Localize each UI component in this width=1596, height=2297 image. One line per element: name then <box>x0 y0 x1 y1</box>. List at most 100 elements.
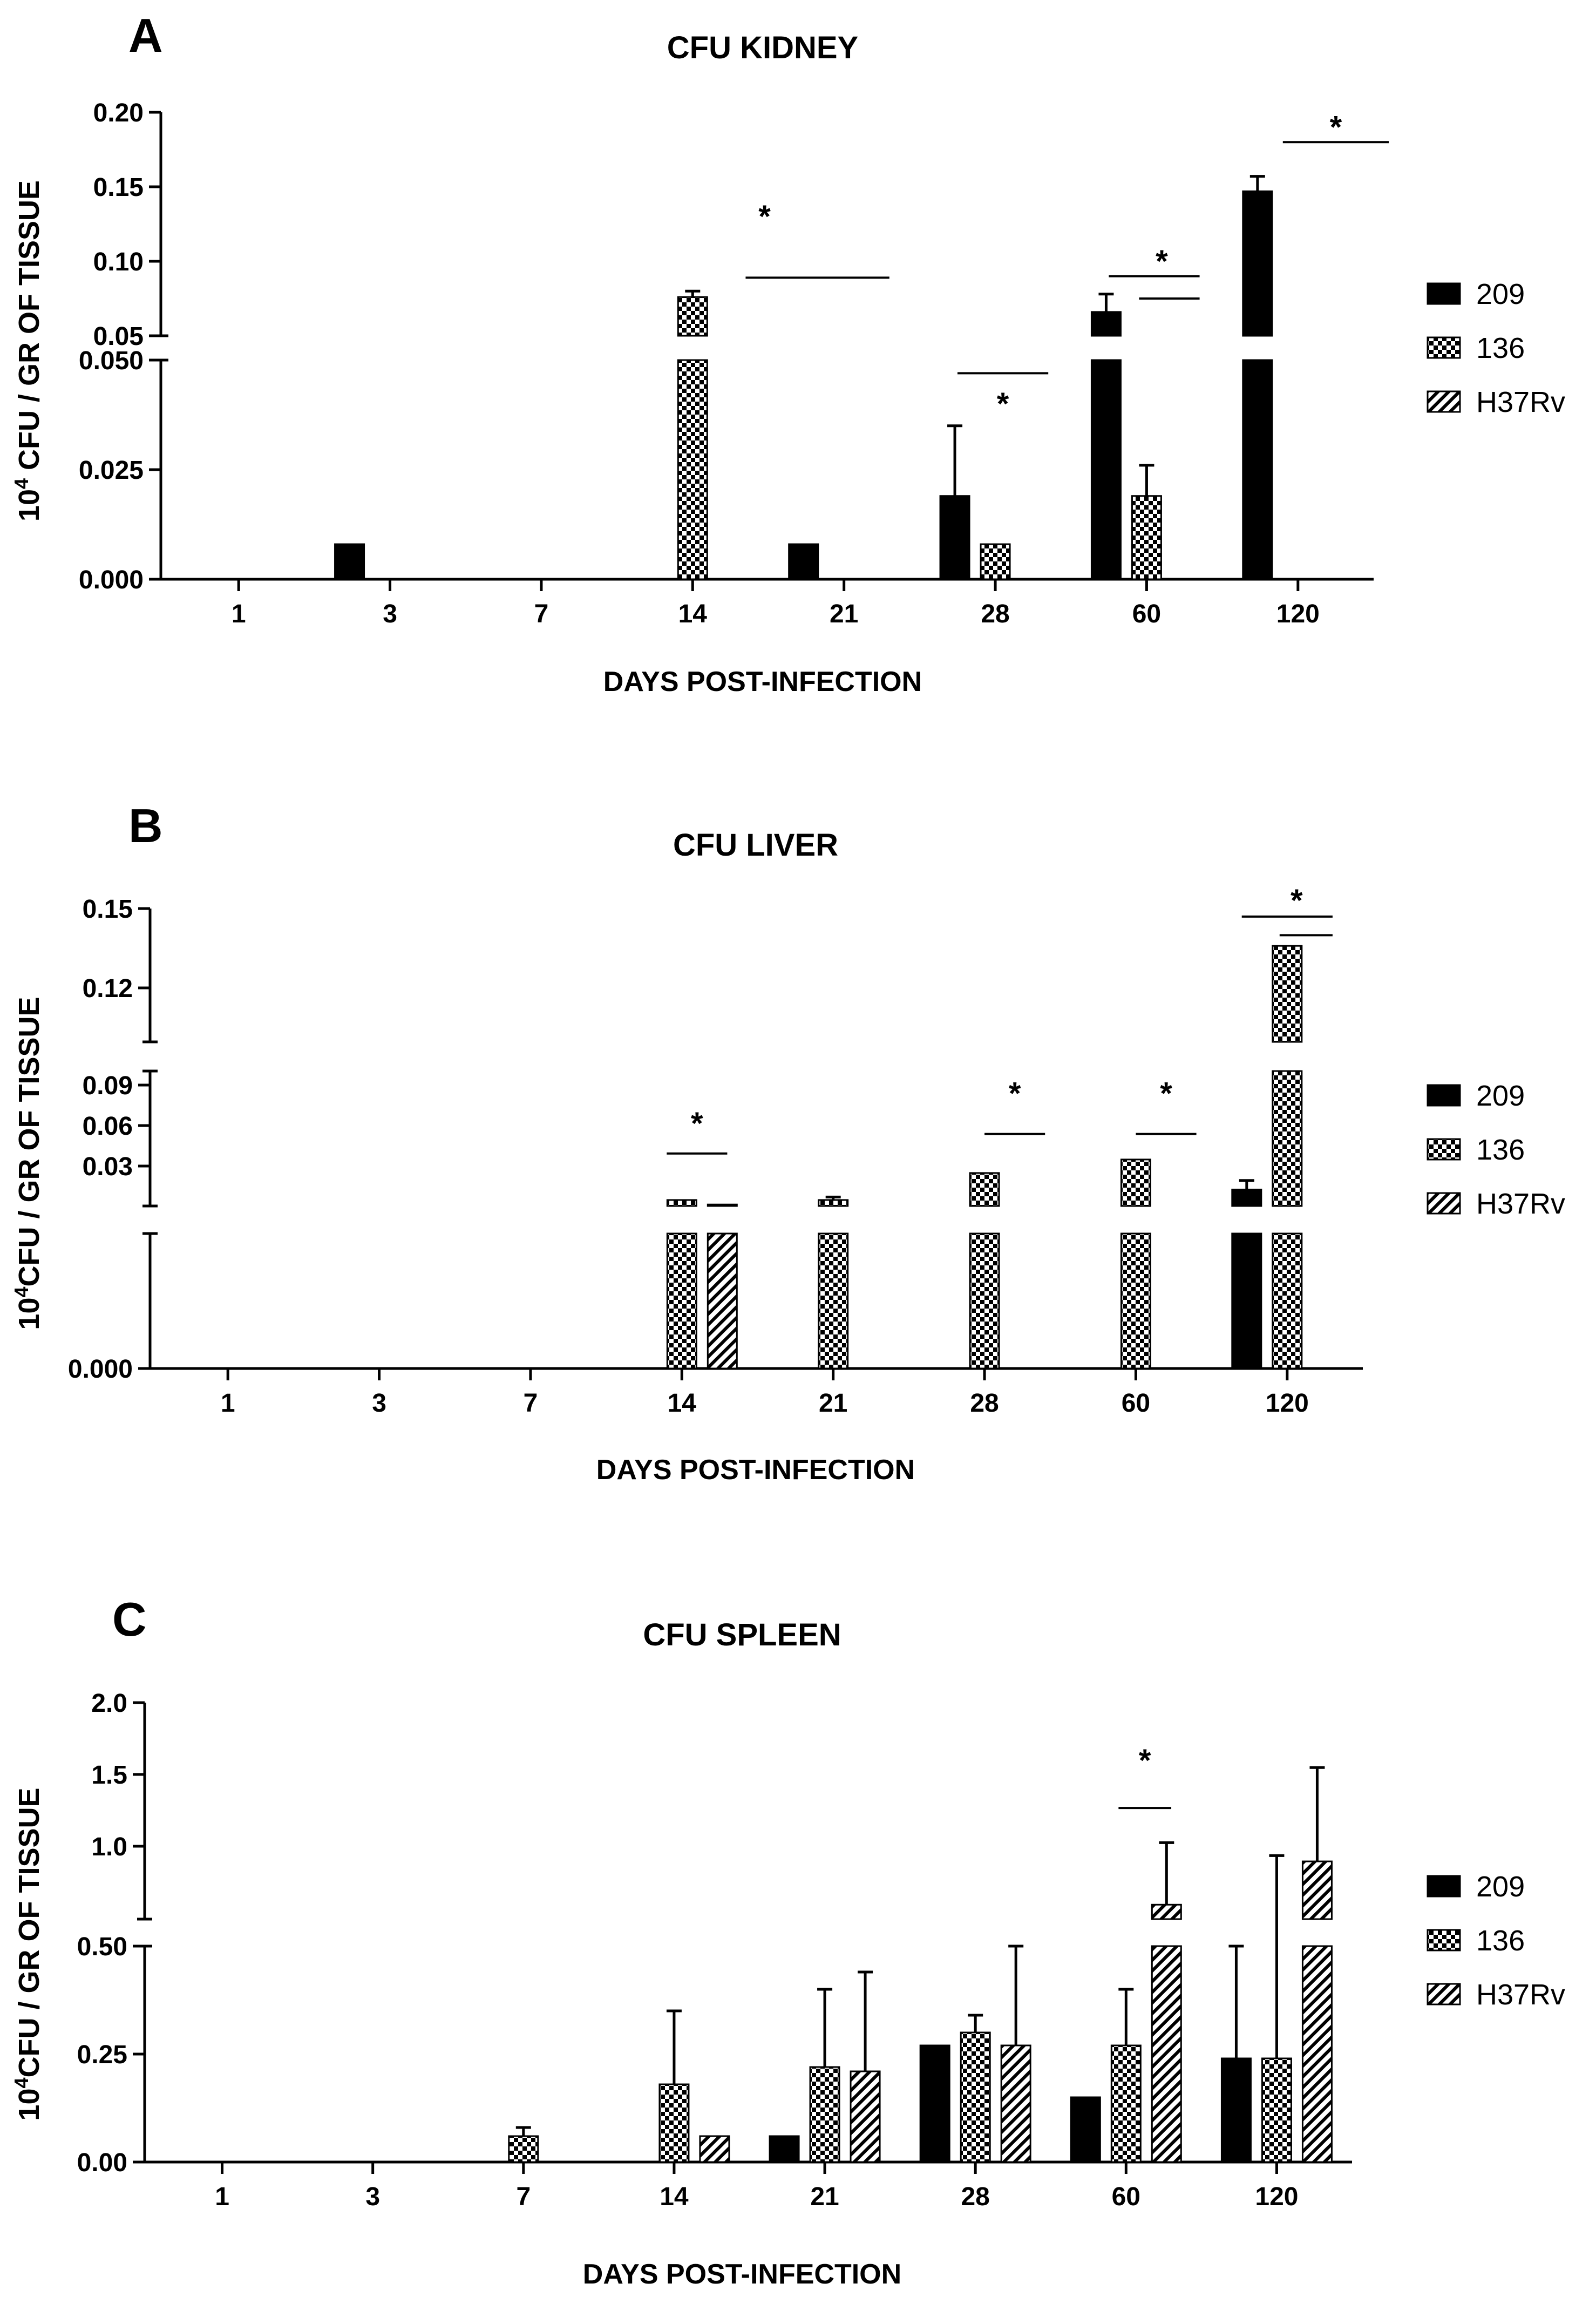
x-tick-label: 3 <box>383 600 397 628</box>
bar-136-day-120 <box>1261 2057 1292 2163</box>
bar-209-day-60 <box>1090 311 1122 337</box>
panel-a-letter: A <box>128 9 163 62</box>
bar-136-day-21 <box>818 1199 849 1207</box>
significance-star: * <box>1009 1076 1021 1112</box>
x-tick-label: 14 <box>660 2183 689 2211</box>
panel-b-plot: 0.000 0.03 0.06 0.09 0.12 0.15 1 3 7 14 21 28 60 120 *… <box>68 883 1363 1418</box>
legend-label-209: 209 <box>1476 1080 1525 1112</box>
bar-136-day-60 <box>1131 495 1162 580</box>
bar-209-day-28 <box>919 2044 950 2163</box>
y-tick-label: 0.000 <box>68 1355 133 1384</box>
bar-H37Rv-day-60 <box>1151 1903 1182 1920</box>
x-tick-label: 7 <box>524 1389 538 1418</box>
legend-swatch-h37rv <box>1427 1192 1461 1215</box>
panel-c-plot: 0.00 0.25 0.50 1.0 1.5 2.0 1 3 7 14 21 28 60 120 * <box>77 1689 1352 2211</box>
x-tick-label: 7 <box>534 600 549 628</box>
y-tick-label: 0.025 <box>79 456 144 485</box>
legend-swatch-h37rv <box>1427 390 1461 413</box>
bar-209-day-120 <box>1242 190 1273 337</box>
panel-c-title: CFU SPLEEN <box>643 1617 841 1652</box>
y-tick-label: 1.5 <box>91 1761 127 1790</box>
panel-b-title: CFU LIVER <box>673 828 838 863</box>
bar-136-day-14 <box>677 359 708 580</box>
x-tick-label: 14 <box>668 1389 697 1418</box>
x-tick-label: 7 <box>516 2183 531 2211</box>
y-tick-label: 0.06 <box>83 1112 133 1141</box>
bar-H37Rv-day-60 <box>1151 1945 1182 2163</box>
legend-label-h37rv: H37Rv <box>1476 1978 1565 2011</box>
significance-star: * <box>1156 244 1168 279</box>
x-tick-label: 28 <box>970 1389 999 1418</box>
y-tick-label: 0.10 <box>93 248 144 276</box>
bar-136-day-14 <box>658 2083 690 2163</box>
x-tick-label: 28 <box>961 2183 989 2211</box>
legend-swatch-136 <box>1427 1138 1461 1161</box>
panel-c-x-axis-label: DAYS POST-INFECTION <box>583 2259 901 2290</box>
bar-H37Rv-day-28 <box>1000 2044 1031 2163</box>
panel-a: A CFU KIDNEY 104 CFU / GR OF TISSUE DAYS… <box>10 9 1565 697</box>
legend-label-h37rv: H37Rv <box>1476 386 1565 418</box>
x-tick-label: 60 <box>1112 2183 1140 2211</box>
legend-swatch-136 <box>1427 1929 1461 1952</box>
bar-H37Rv-day-14 <box>707 1203 738 1207</box>
bar-136-day-14 <box>666 1232 697 1370</box>
y-tick-label: 2.0 <box>91 1689 127 1718</box>
bar-136-day-21 <box>818 1232 849 1370</box>
significance-star: * <box>997 387 1009 422</box>
legend-label-209: 209 <box>1476 1871 1525 1903</box>
bar-136-day-60 <box>1110 2044 1142 2163</box>
y-tick-label: 0.050 <box>79 347 144 375</box>
significance-star: * <box>1330 110 1342 145</box>
bar-H37Rv-day-120 <box>1301 1860 1333 1920</box>
y-tick-label: 0.000 <box>79 566 144 594</box>
bar-209-day-120 <box>1242 359 1273 580</box>
y-tick-label: 0.15 <box>93 173 144 202</box>
bar-136-day-7 <box>508 2135 539 2163</box>
panel-a-y-axis-label: 104 CFU / GR OF TISSUE <box>10 180 45 521</box>
x-tick-label: 120 <box>1276 600 1320 628</box>
bar-209-day-120 <box>1231 1188 1262 1207</box>
bar-209-day-60 <box>1070 2096 1101 2163</box>
bar-H37Rv-day-120 <box>1301 1945 1333 2163</box>
panel-b-letter: B <box>128 799 163 852</box>
y-tick-label: 0.25 <box>77 2041 127 2069</box>
bar-136-day-14 <box>666 1199 697 1207</box>
panel-c: C CFU SPLEEN 104CFU / GR OF TISSUE DAYS … <box>10 1593 1565 2290</box>
y-tick-label: 0.05 <box>93 322 144 351</box>
x-tick-label: 14 <box>678 600 708 628</box>
y-tick-label: 0.03 <box>83 1153 133 1181</box>
bar-136-day-21 <box>809 2066 840 2163</box>
bar-209-day-120 <box>1220 2057 1252 2163</box>
x-tick-label: 1 <box>232 600 246 628</box>
x-tick-label: 21 <box>830 600 858 628</box>
bar-136-day-14 <box>677 296 708 337</box>
y-tick-label: 0.20 <box>93 99 144 127</box>
bar-H37Rv-day-21 <box>850 2070 881 2163</box>
panel-c-letter: C <box>112 1593 147 1646</box>
legend-label-136: 136 <box>1476 1134 1525 1166</box>
significance-star: * <box>1160 1076 1172 1112</box>
x-tick-label: 3 <box>365 2183 380 2211</box>
legend-label-136: 136 <box>1476 1925 1525 1957</box>
bar-136-day-28 <box>969 1232 1000 1370</box>
panel-b-legend: 209 136 H37Rv <box>1427 1080 1565 1220</box>
x-tick-label: 120 <box>1266 1389 1309 1418</box>
panel-b: B CFU LIVER 104CFU / GR OF TISSUE DAYS P… <box>10 799 1565 1486</box>
legend-swatch-209 <box>1427 1875 1461 1898</box>
significance-star: * <box>1291 883 1303 918</box>
bar-209-day-21 <box>769 2135 800 2163</box>
x-tick-label: 28 <box>981 600 1009 628</box>
bar-136-day-28 <box>980 543 1011 580</box>
bar-209-day-60 <box>1090 359 1122 580</box>
significance-star: * <box>691 1106 703 1141</box>
significance-star: * <box>1139 1743 1151 1778</box>
y-tick-label: 0.50 <box>77 1933 127 1961</box>
legend-swatch-136 <box>1427 336 1461 359</box>
x-tick-label: 60 <box>1122 1389 1150 1418</box>
y-tick-label: 1.0 <box>91 1833 127 1861</box>
legend-label-209: 209 <box>1476 278 1525 310</box>
bar-H37Rv-day-14 <box>699 2135 730 2163</box>
y-tick-label: 0.12 <box>83 974 133 1003</box>
bar-136-day-120 <box>1272 1070 1303 1207</box>
